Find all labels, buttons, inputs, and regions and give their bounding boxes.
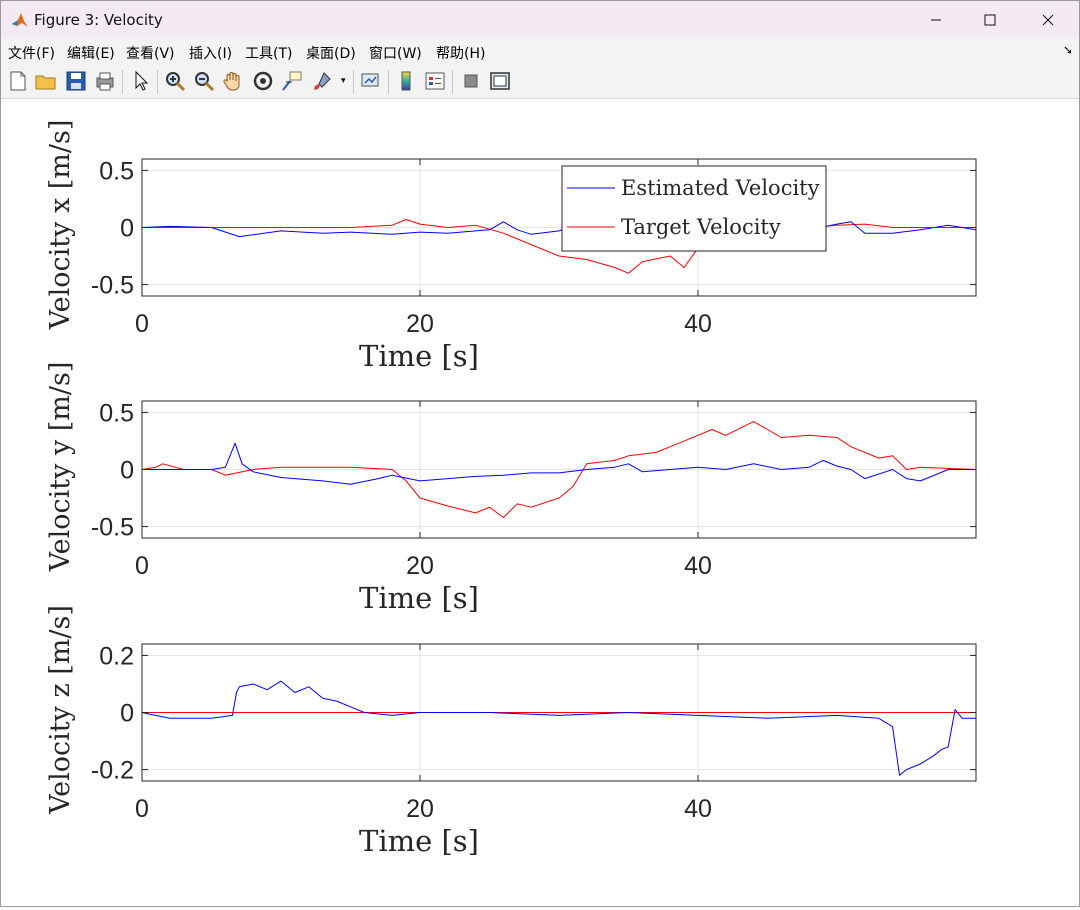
x-tick-label: 0 bbox=[135, 795, 149, 823]
menu-desktop[interactable]: 桌面(D) bbox=[306, 46, 356, 62]
x-tick-label: 20 bbox=[406, 310, 434, 338]
matlab-logo-icon bbox=[12, 13, 28, 27]
y-axis-label: Velocity x [m/s] bbox=[45, 120, 76, 331]
maximize-icon bbox=[984, 14, 996, 26]
menu-file[interactable]: 文件(F) bbox=[8, 46, 55, 62]
menu-view[interactable]: 查看(V) bbox=[126, 46, 175, 62]
close-button[interactable] bbox=[1021, 1, 1075, 39]
x-tick-label: 20 bbox=[406, 552, 434, 580]
toolbar-separator bbox=[122, 70, 123, 94]
brush-dropdown-icon[interactable]: ▾ bbox=[341, 76, 346, 86]
menu-bar: 文件(F) 编辑(E) 查看(V) 插入(I) 工具(T) 桌面(D) 窗口(W… bbox=[1, 39, 1079, 64]
link-plot-icon[interactable] bbox=[359, 69, 383, 93]
x-axis-label: Time [s] bbox=[359, 824, 479, 858]
x-tick-label: 40 bbox=[684, 310, 712, 338]
new-figure-icon[interactable] bbox=[6, 69, 30, 93]
save-icon[interactable] bbox=[64, 69, 88, 93]
toolbar-separator bbox=[157, 70, 158, 94]
window-title: Figure 3: Velocity bbox=[34, 11, 163, 29]
menu-edit[interactable]: 编辑(E) bbox=[67, 46, 115, 62]
colorbar-icon[interactable] bbox=[394, 69, 418, 93]
y-axis-label: Velocity y [m/s] bbox=[45, 362, 76, 573]
toolbar-separator bbox=[388, 70, 389, 94]
pointer-icon[interactable] bbox=[129, 69, 153, 93]
estimated-velocity-line bbox=[142, 442, 976, 485]
figure-canvas: 0 20 40 0.5 0 -0.5 Time [s] Velocity x [m/s] Est… bbox=[1, 99, 1079, 906]
menu-tools[interactable]: 工具(T) bbox=[245, 46, 293, 62]
x-tick-label: 40 bbox=[684, 552, 712, 580]
x-tick-label: 0 bbox=[135, 310, 149, 338]
legend-box bbox=[561, 165, 827, 252]
y-tick-label: 0.5 bbox=[99, 399, 134, 427]
dock-arrow-icon[interactable]: ➘ bbox=[1062, 43, 1073, 57]
x-axis-label: Time [s] bbox=[359, 339, 479, 373]
x-tick-label: 40 bbox=[684, 795, 712, 823]
legend-entry: Target Velocity bbox=[621, 215, 781, 239]
toolbar-separator bbox=[353, 70, 354, 94]
minimize-button[interactable] bbox=[909, 1, 963, 39]
target-velocity-line bbox=[141, 421, 977, 518]
zoom-out-icon[interactable] bbox=[192, 69, 216, 93]
y-tick-label: -0.2 bbox=[91, 757, 134, 785]
brush-icon[interactable] bbox=[310, 69, 334, 93]
menu-insert[interactable]: 插入(I) bbox=[189, 46, 233, 62]
x-tick-label: 20 bbox=[406, 795, 434, 823]
estimated-velocity-line bbox=[141, 680, 976, 776]
menu-window[interactable]: 窗口(W) bbox=[369, 46, 422, 62]
close-icon bbox=[1042, 14, 1054, 26]
maximize-button[interactable] bbox=[963, 1, 1017, 39]
y-tick-label: 0 bbox=[120, 215, 134, 243]
open-icon[interactable] bbox=[34, 69, 58, 93]
y-tick-label: 0.2 bbox=[99, 642, 134, 670]
menu-help[interactable]: 帮助(H) bbox=[436, 46, 486, 62]
legend-entry: Estimated Velocity bbox=[621, 176, 820, 200]
y-tick-label: -0.5 bbox=[91, 272, 134, 300]
x-tick-label: 0 bbox=[135, 552, 149, 580]
show-plot-tools-icon[interactable] bbox=[488, 69, 512, 93]
data-cursor-icon[interactable] bbox=[280, 69, 304, 93]
y-axis-label: Velocity z [m/s] bbox=[45, 605, 76, 815]
x-axis-label: Time [s] bbox=[359, 581, 479, 615]
toolbar: ▾ bbox=[1, 64, 1079, 99]
title-bar[interactable]: Figure 3: Velocity bbox=[1, 1, 1079, 39]
zoom-in-icon[interactable] bbox=[163, 69, 187, 93]
y-tick-label: 0.5 bbox=[99, 157, 134, 185]
hide-plot-tools-icon[interactable] bbox=[459, 69, 483, 93]
legend-icon[interactable] bbox=[423, 69, 447, 93]
y-tick-label: 0 bbox=[120, 457, 134, 485]
y-tick-label: 0 bbox=[120, 700, 134, 728]
print-icon[interactable] bbox=[93, 69, 117, 93]
legend[interactable]: Estimated Velocity Target Velocity bbox=[561, 165, 827, 252]
minimize-icon bbox=[931, 19, 941, 21]
rotate-3d-icon[interactable] bbox=[251, 69, 275, 93]
y-tick-label: -0.5 bbox=[91, 514, 134, 542]
pan-icon[interactable] bbox=[221, 69, 245, 93]
toolbar-separator bbox=[452, 70, 453, 94]
